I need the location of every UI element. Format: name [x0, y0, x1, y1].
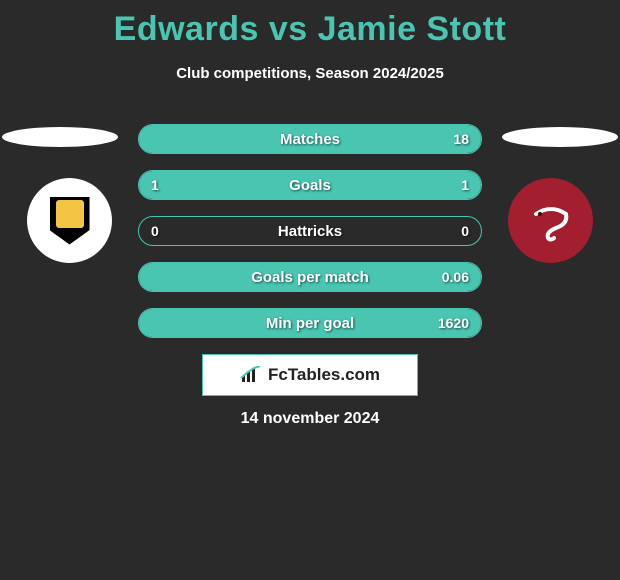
stat-label: Goals per match — [139, 269, 481, 286]
page-title: Edwards vs Jamie Stott — [0, 0, 620, 49]
brand-text: FcTables.com — [268, 365, 380, 385]
shrimp-icon — [526, 196, 576, 246]
stat-right-value: 0 — [461, 223, 469, 239]
season-subtitle: Club competitions, Season 2024/2025 — [0, 65, 620, 82]
club-badge-left — [27, 178, 112, 263]
brand-attribution: FcTables.com — [202, 354, 418, 396]
stat-label: Goals — [139, 177, 481, 194]
stat-label: Min per goal — [139, 315, 481, 332]
generated-date: 14 november 2024 — [0, 410, 620, 428]
bar-chart-icon — [240, 366, 262, 384]
stats-container: Matches 18 1 Goals 1 0 Hattricks 0 Goals… — [138, 124, 482, 354]
player-left-avatar-placeholder — [2, 127, 118, 147]
stat-right-value: 1 — [461, 177, 469, 193]
stat-row: Matches 18 — [138, 124, 482, 154]
player-right-avatar-placeholder — [502, 127, 618, 147]
stat-row: 1 Goals 1 — [138, 170, 482, 200]
stat-right-value: 18 — [453, 131, 469, 147]
stat-label: Hattricks — [139, 223, 481, 240]
stat-row: Goals per match 0.06 — [138, 262, 482, 292]
stat-label: Matches — [139, 131, 481, 148]
club-badge-right — [508, 178, 593, 263]
stat-row: Min per goal 1620 — [138, 308, 482, 338]
stat-right-value: 0.06 — [442, 269, 469, 285]
stat-right-value: 1620 — [438, 315, 469, 331]
stat-row: 0 Hattricks 0 — [138, 216, 482, 246]
